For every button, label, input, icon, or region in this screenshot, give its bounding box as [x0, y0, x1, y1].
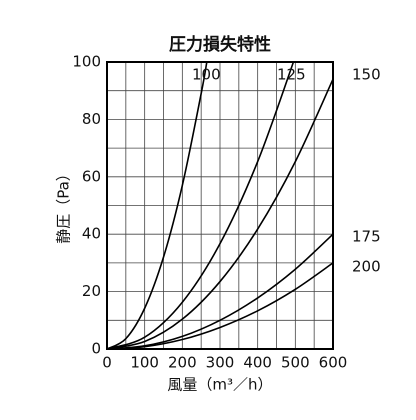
y-tick-label: 100 [72, 53, 101, 71]
x-tick-label: 500 [281, 354, 310, 372]
y-axis-label: 静圧（Pa） [55, 166, 73, 244]
x-axis-label: 風量（m³／h） [167, 376, 272, 394]
y-tick-label: 20 [82, 282, 101, 300]
series-label: 200 [352, 258, 381, 276]
x-tick-label: 0 [102, 354, 112, 372]
series-label: 100 [192, 66, 221, 84]
y-tick-label: 80 [82, 110, 101, 128]
x-tick-label: 200 [168, 354, 197, 372]
curve [106, 61, 208, 350]
series-label: 125 [277, 66, 306, 84]
x-tick-label: 100 [130, 354, 159, 372]
curve [106, 78, 334, 350]
curve [106, 233, 334, 350]
plot-frame [106, 61, 334, 350]
curve [106, 262, 334, 350]
y-tick-label: 0 [91, 340, 101, 358]
curve [106, 61, 295, 350]
y-tick-label: 40 [82, 225, 101, 243]
series-label: 150 [352, 66, 381, 84]
x-tick-label: 400 [243, 354, 272, 372]
series-label: 175 [352, 228, 381, 246]
y-tick-label: 60 [82, 167, 101, 185]
x-tick-label: 300 [206, 354, 235, 372]
chart-title: 圧力損失特性 [169, 34, 271, 55]
x-tick-label: 600 [319, 354, 348, 372]
